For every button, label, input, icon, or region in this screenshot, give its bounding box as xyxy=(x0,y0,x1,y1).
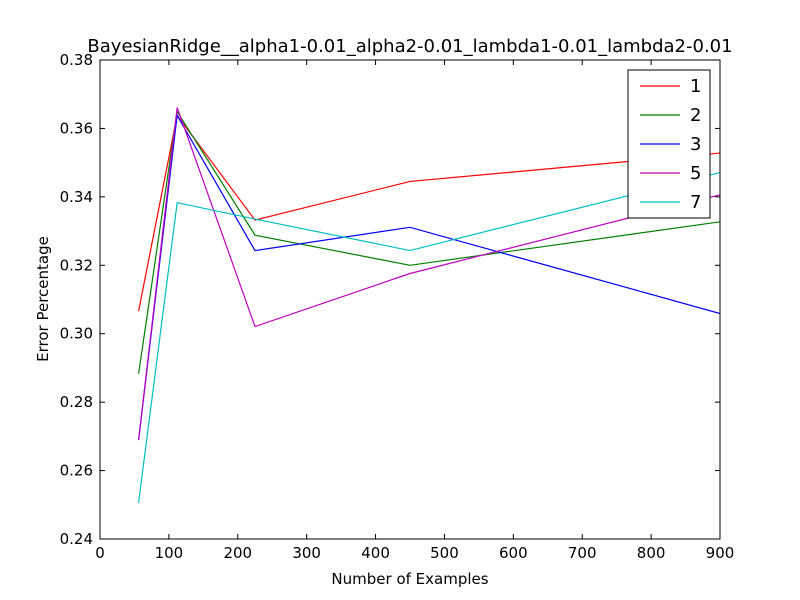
ticks-layer: 0 100 200 300 400 500 600 700 800 900 0.24 0.26 0.28… xyxy=(60,51,735,562)
plot-frame xyxy=(99,59,721,540)
x-tick-label: 600 xyxy=(499,544,528,562)
x-tick-label: 700 xyxy=(568,544,597,562)
x-tick-label: 0 xyxy=(95,544,105,562)
y-tick-label: 0.32 xyxy=(60,256,93,274)
y-axis-label: Error Percentage xyxy=(34,236,52,362)
legend-label-7: 7 xyxy=(690,192,701,213)
legend-label-3: 3 xyxy=(690,134,701,155)
x-tick-label: 500 xyxy=(430,544,459,562)
series-line-5 xyxy=(137,107,720,441)
series-line-1 xyxy=(137,113,720,312)
legend-label-5: 5 xyxy=(690,163,701,184)
series-layer xyxy=(137,107,720,503)
y-tick-label: 0.26 xyxy=(60,462,93,480)
y-tick-label: 0.34 xyxy=(60,188,93,206)
y-tick-label: 0.36 xyxy=(60,119,93,137)
legend: 1 2 3 5 7 xyxy=(627,69,711,219)
y-tick-label: 0.28 xyxy=(60,393,93,411)
y-tick-label: 0.24 xyxy=(60,530,93,548)
x-tick-label: 200 xyxy=(223,544,252,562)
x-tick-label: 800 xyxy=(637,544,666,562)
chart-title: BayesianRidge__alpha1-0.01_alpha2-0.01_l… xyxy=(87,36,732,57)
legend-label-1: 1 xyxy=(690,76,701,97)
series-line-2 xyxy=(137,109,720,374)
x-tick-label: 400 xyxy=(361,544,390,562)
series-line-3 xyxy=(137,113,720,441)
legend-label-2: 2 xyxy=(690,105,701,126)
x-tick-label: 300 xyxy=(292,544,321,562)
y-tick-label: 0.30 xyxy=(60,325,93,343)
x-tick-label: 100 xyxy=(155,544,184,562)
series-line-7 xyxy=(137,171,720,503)
x-axis-label: Number of Examples xyxy=(331,570,488,588)
x-tick-label: 900 xyxy=(706,544,735,562)
y-tick-label: 0.38 xyxy=(60,51,93,69)
